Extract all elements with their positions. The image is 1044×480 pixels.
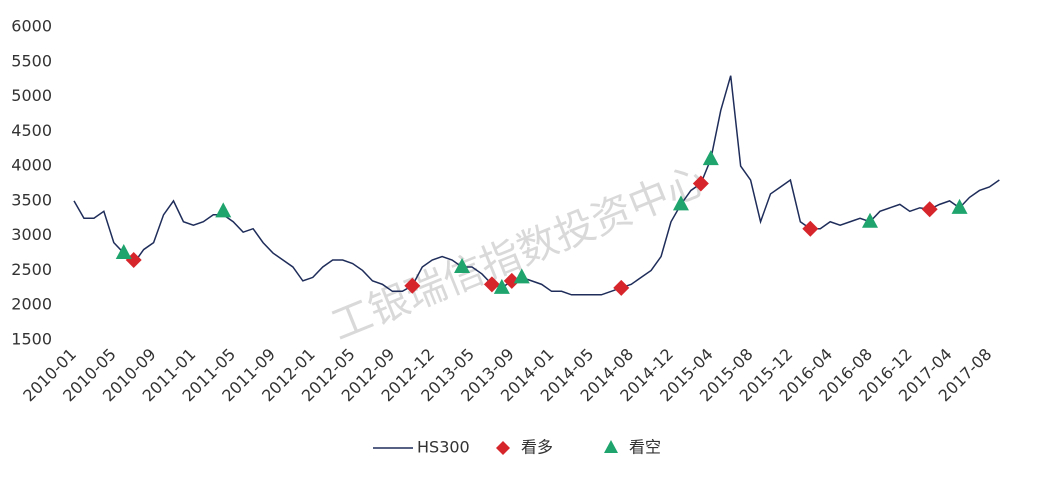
y-tick-label: 5500 bbox=[11, 51, 52, 70]
legend-label: HS300 bbox=[417, 438, 470, 457]
marker-triangle bbox=[454, 257, 471, 273]
marker-triangle bbox=[513, 268, 530, 284]
watermark: 工银瑞信指数投资中心 bbox=[325, 157, 713, 349]
legend-label: 看空 bbox=[629, 438, 661, 457]
line bbox=[73, 75, 1000, 296]
marker-diamond bbox=[692, 175, 709, 192]
marker-diamond bbox=[613, 279, 630, 296]
y-tick-label: 3000 bbox=[11, 225, 52, 244]
y-tick-label: 4500 bbox=[11, 121, 52, 140]
y-tick-label: 4000 bbox=[11, 156, 52, 175]
legend-label: 看多 bbox=[521, 438, 553, 457]
marker-triangle bbox=[951, 198, 968, 214]
y-tick-label: 5000 bbox=[11, 86, 52, 105]
y-tick-label: 2000 bbox=[11, 295, 52, 314]
marker-triangle bbox=[115, 244, 132, 260]
y-tick-label: 3500 bbox=[11, 190, 52, 209]
marker-diamond bbox=[503, 272, 520, 289]
y-tick-label: 2500 bbox=[11, 260, 52, 279]
marker-diamond bbox=[802, 220, 819, 237]
marker-triangle bbox=[862, 212, 878, 228]
legend-swatch bbox=[604, 440, 618, 453]
marker-diamond bbox=[483, 276, 500, 293]
marker-triangle bbox=[215, 202, 232, 218]
legend-swatch bbox=[496, 441, 510, 455]
marker-triangle bbox=[493, 278, 510, 294]
marker-triangle bbox=[672, 195, 689, 211]
marker-diamond bbox=[921, 201, 938, 218]
y-tick-label: 1500 bbox=[11, 330, 52, 349]
y-tick-label: 6000 bbox=[11, 17, 52, 36]
marker-triangle bbox=[702, 150, 719, 166]
marker-diamond bbox=[404, 277, 421, 294]
